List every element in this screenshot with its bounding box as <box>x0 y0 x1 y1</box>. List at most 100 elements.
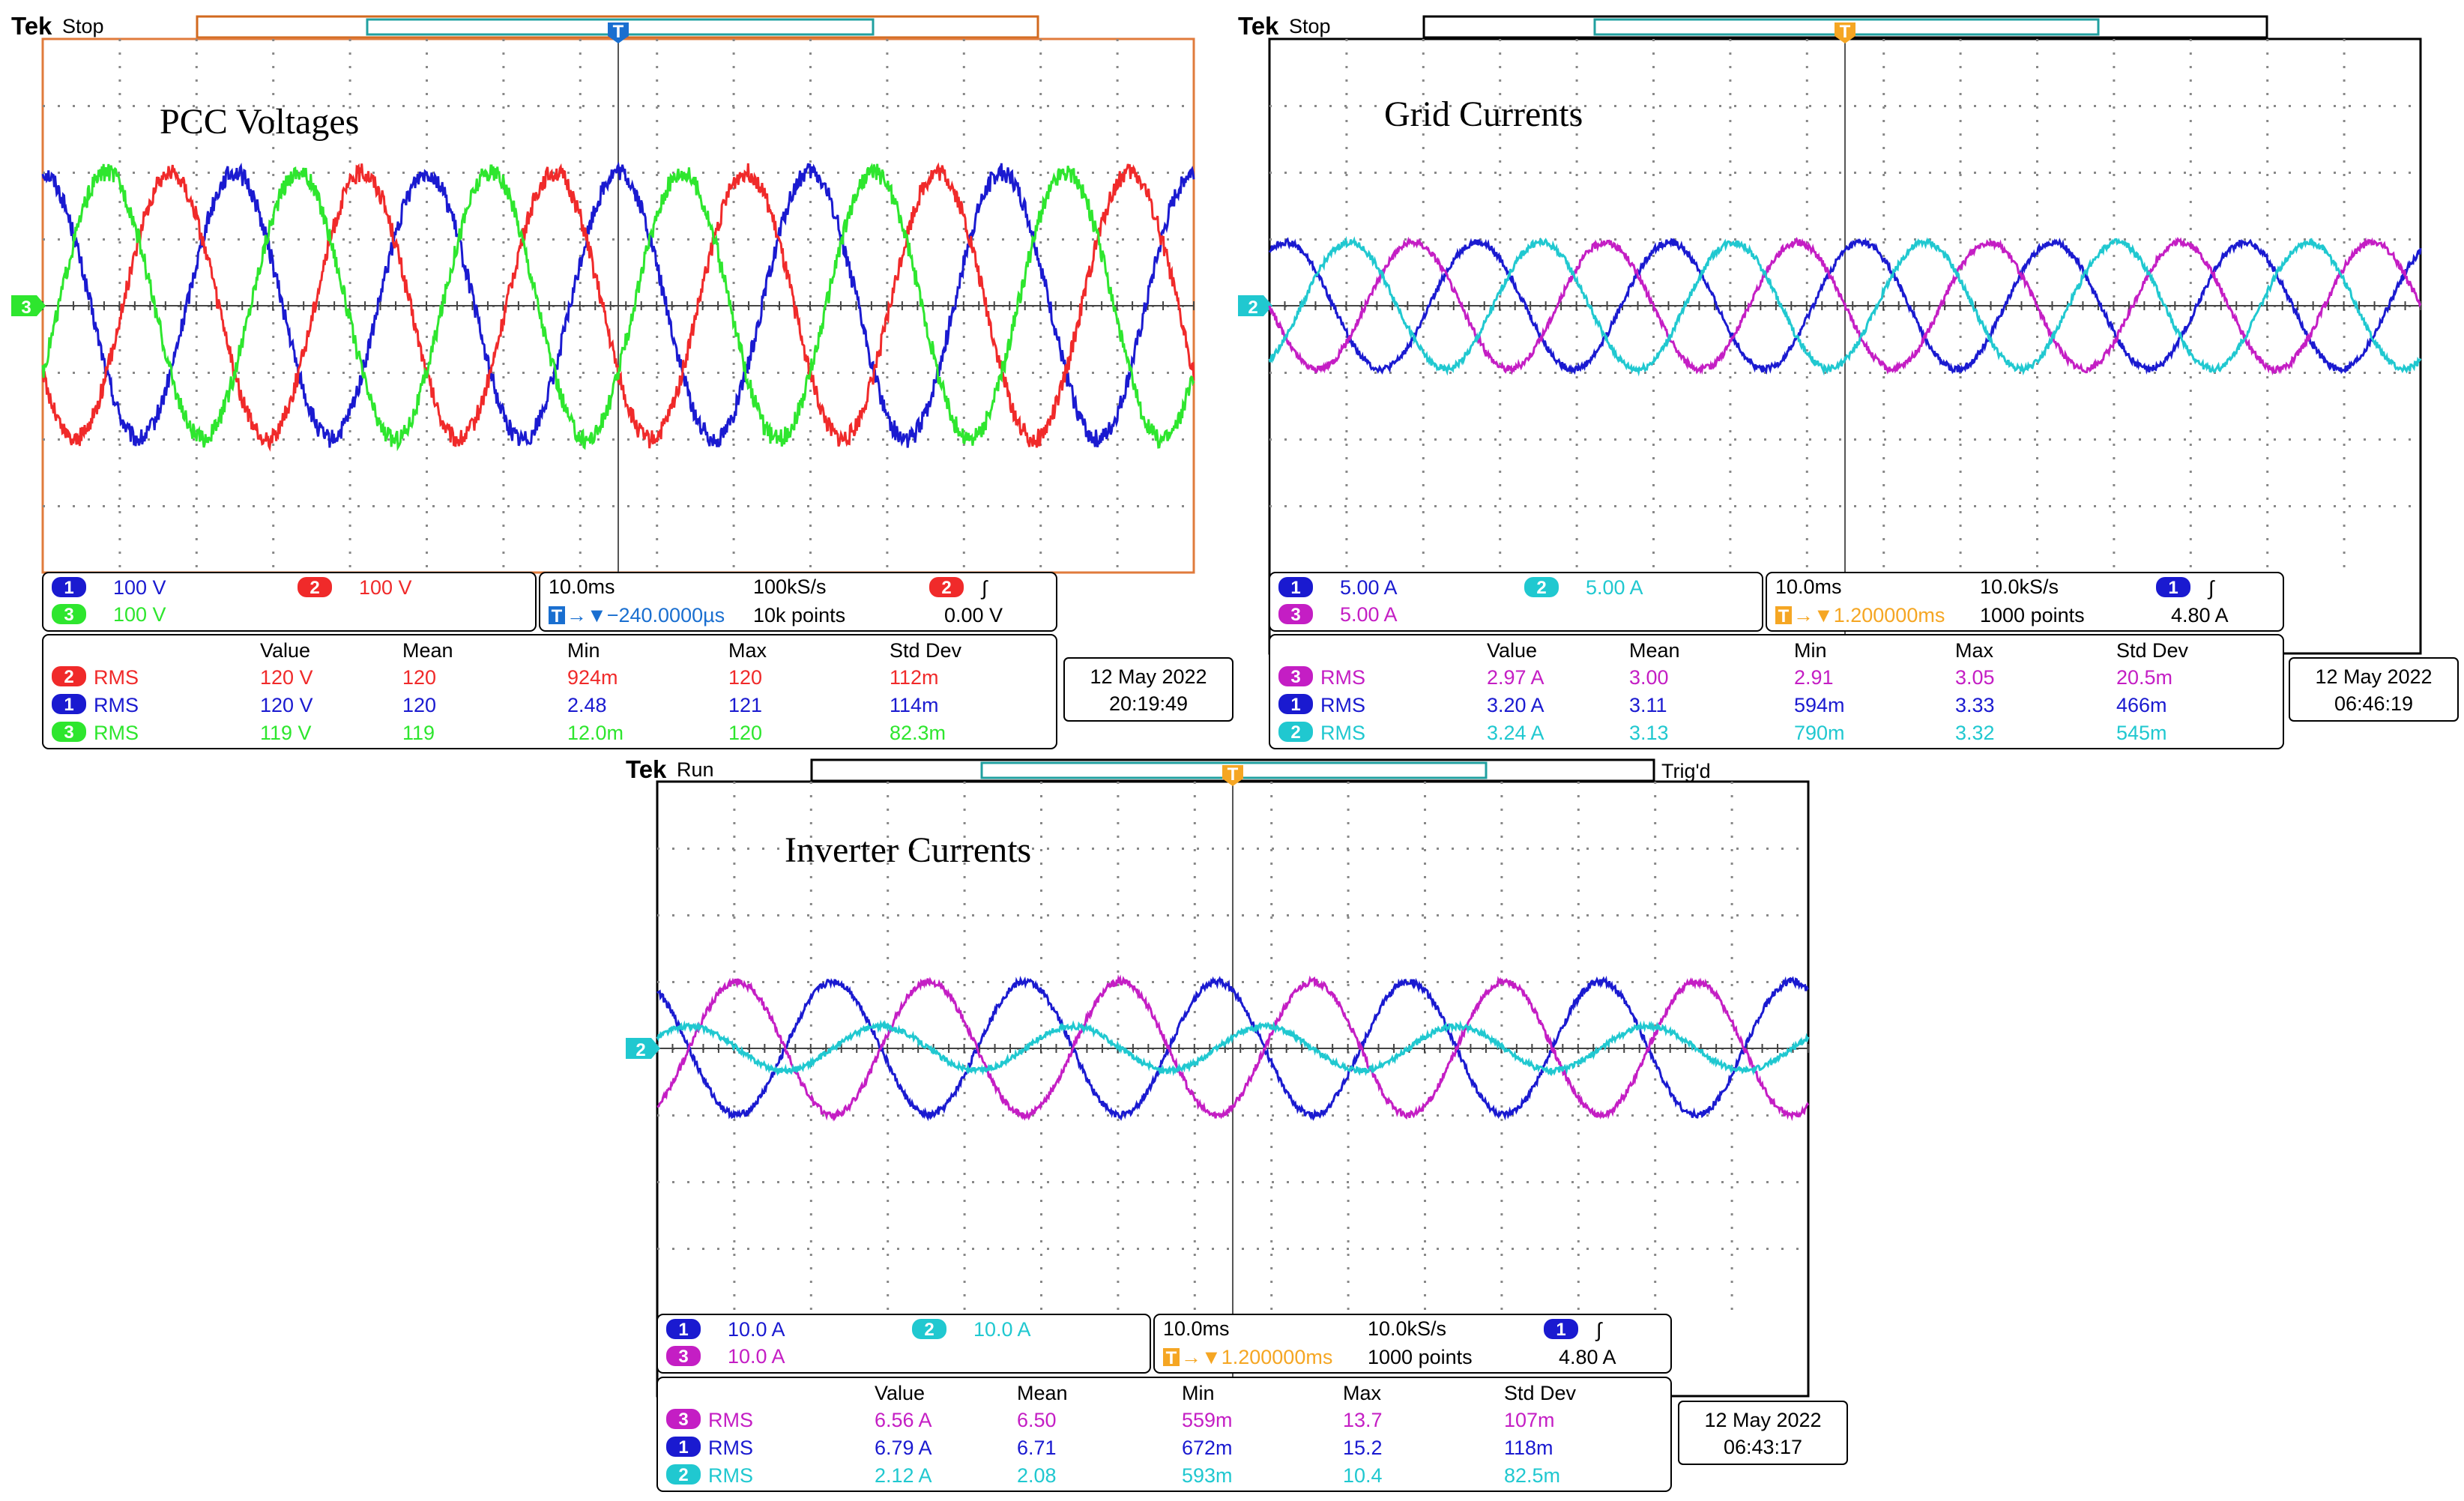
channel-number: 1 <box>64 578 73 598</box>
channel-number: 2 <box>309 578 319 598</box>
meas-cell: 6.50 <box>1017 1409 1057 1431</box>
meas-cell: 10.4 <box>1343 1464 1383 1487</box>
channel-1-badge: 1 <box>666 1319 701 1340</box>
trigger-letter: T <box>1228 764 1239 785</box>
meas-channel-badge: 1 <box>666 1437 701 1458</box>
channel-number: 2 <box>924 1320 934 1340</box>
meas-cell: 672m <box>1182 1437 1233 1459</box>
ground-level-marker: 2 <box>626 1038 660 1060</box>
waveform-ch2 <box>656 1019 1810 1077</box>
channel-badge <box>52 666 86 686</box>
waveform-ch1 <box>656 975 1809 1122</box>
channel-2-badge: 2 <box>298 577 332 598</box>
meas-header: Value <box>1487 639 1537 662</box>
trigger-slope-icon: ∫ <box>1595 1319 1603 1341</box>
meas-row: 3 RMS 6.56 A 6.50 559m 13.7 107m <box>666 1409 1555 1431</box>
channel-scale-box: 1 5.00 A 2 5.00 A 3 5.00 A <box>1269 572 1763 632</box>
meas-header: Mean <box>402 639 453 662</box>
meas-type: RMS <box>94 694 139 716</box>
meas-type: RMS <box>1320 666 1365 689</box>
meas-cell: 12.0m <box>567 722 623 744</box>
meas-cell: 3.13 <box>1629 722 1669 744</box>
channel-badge <box>666 1409 701 1429</box>
meas-cell: 82.3m <box>890 722 946 744</box>
channel-number: 2 <box>941 578 951 598</box>
meas-cell: 2.48 <box>567 694 607 716</box>
meas-cell: 2.12 A <box>875 1464 932 1487</box>
delay-value: →▼1.200000ms <box>1793 604 1945 626</box>
meas-cell: 924m <box>567 666 618 689</box>
brand-label: Tek <box>11 12 52 40</box>
ground-channel-number: 3 <box>21 298 31 318</box>
meas-cell: 107m <box>1504 1409 1555 1431</box>
meas-header: Std Dev <box>890 639 962 662</box>
time-label: 20:19:49 <box>1109 692 1188 715</box>
channel-badge <box>666 1346 701 1366</box>
channel-number: 3 <box>1290 605 1300 625</box>
meas-header: Min <box>1182 1382 1215 1404</box>
channel-1-badge: 1 <box>52 577 86 598</box>
trigger-slope-icon: ∫ <box>2207 577 2215 600</box>
channel-number: 3 <box>678 1347 688 1367</box>
channel-number: 1 <box>1290 578 1300 598</box>
meas-row: 1 RMS 3.20 A 3.11 594m 3.33 466m <box>1278 694 2167 716</box>
channel-2-scale: 5.00 A <box>1586 576 1643 599</box>
channel-badge <box>1278 694 1313 714</box>
channel-3-scale: 5.00 A <box>1340 603 1398 626</box>
meas-header: Std Dev <box>1504 1382 1577 1404</box>
sample-rate: 100kS/s <box>753 576 827 598</box>
datetime-box: 12 May 2022 20:19:49 <box>1063 657 1233 722</box>
record-points: 1000 points <box>1980 604 2085 626</box>
meas-cell: 3.20 A <box>1487 694 1544 716</box>
meas-cell: 559m <box>1182 1409 1233 1431</box>
trigger-slope-icon: ∫ <box>980 577 988 600</box>
datetime-box: 12 May 2022 06:46:19 <box>2289 657 2459 722</box>
waveform-ch3 <box>41 163 1195 452</box>
channel-1-badge: 1 <box>1278 577 1313 598</box>
meas-channel-badge: 1 <box>52 694 86 715</box>
meas-type: RMS <box>708 1464 753 1487</box>
channel-3-badge: 3 <box>666 1346 701 1367</box>
meas-row: 3 RMS 2.97 A 3.00 2.91 3.05 20.5m <box>1278 666 2172 689</box>
channel-number: 1 <box>2168 578 2178 598</box>
trigger-delay: T →▼1.200000ms <box>1775 604 1945 626</box>
measurement-table: Value Mean Min Max Std Dev 3 RMS 2.97 A 3.00 2.91… <box>1269 634 2284 749</box>
meas-type: RMS <box>708 1409 753 1431</box>
meas-header: Max <box>728 639 767 662</box>
acquisition-state: Stop <box>1289 15 1331 37</box>
channel-badge <box>1278 577 1313 597</box>
meas-cell: 112m <box>890 666 939 689</box>
meas-cell: 3.05 <box>1955 666 1995 689</box>
time-label: 06:46:19 <box>2334 692 2413 715</box>
trigger-letter: T <box>1840 22 1851 42</box>
waveform-ch3 <box>1268 236 2422 376</box>
channel-badge <box>666 1319 701 1339</box>
waveform-ch2 <box>1268 235 2422 377</box>
timebase-box: 10.0ms 100kS/s T →▼−240.0000µs 10k points 2 ∫ 0… <box>539 572 1057 632</box>
trigger-position-marker: T <box>1835 22 1855 43</box>
channel-number: 2 <box>64 667 73 687</box>
delay-value: →▼−240.0000µs <box>567 604 725 626</box>
channel-number: 2 <box>1536 578 1546 598</box>
channel-number: 1 <box>64 695 73 715</box>
meas-cell: 3.00 <box>1629 666 1669 689</box>
channel-badge <box>2156 577 2190 597</box>
meas-row: 3 RMS 119 V 119 12.0m 120 82.3m <box>52 722 946 744</box>
channel-badge <box>1278 666 1313 686</box>
meas-header: Value <box>260 639 310 662</box>
trigger-source-badge: 1 <box>2156 577 2190 598</box>
meas-cell: 82.5m <box>1504 1464 1560 1487</box>
meas-cell: 13.7 <box>1343 1409 1383 1431</box>
trigger-delay: T →▼1.200000ms <box>1163 1346 1332 1368</box>
brand-label: Tek <box>626 755 667 783</box>
trigger-position-marker: T <box>1222 764 1243 786</box>
channel-3-scale: 10.0 A <box>728 1345 785 1368</box>
channel-number: 2 <box>678 1465 688 1485</box>
meas-cell: 118m <box>1504 1437 1553 1459</box>
meas-row: 1 RMS 6.79 A 6.71 672m 15.2 118m <box>666 1437 1553 1459</box>
channel-number: 3 <box>1290 667 1300 687</box>
meas-type: RMS <box>708 1437 753 1459</box>
delay-icon: T <box>1778 606 1790 626</box>
